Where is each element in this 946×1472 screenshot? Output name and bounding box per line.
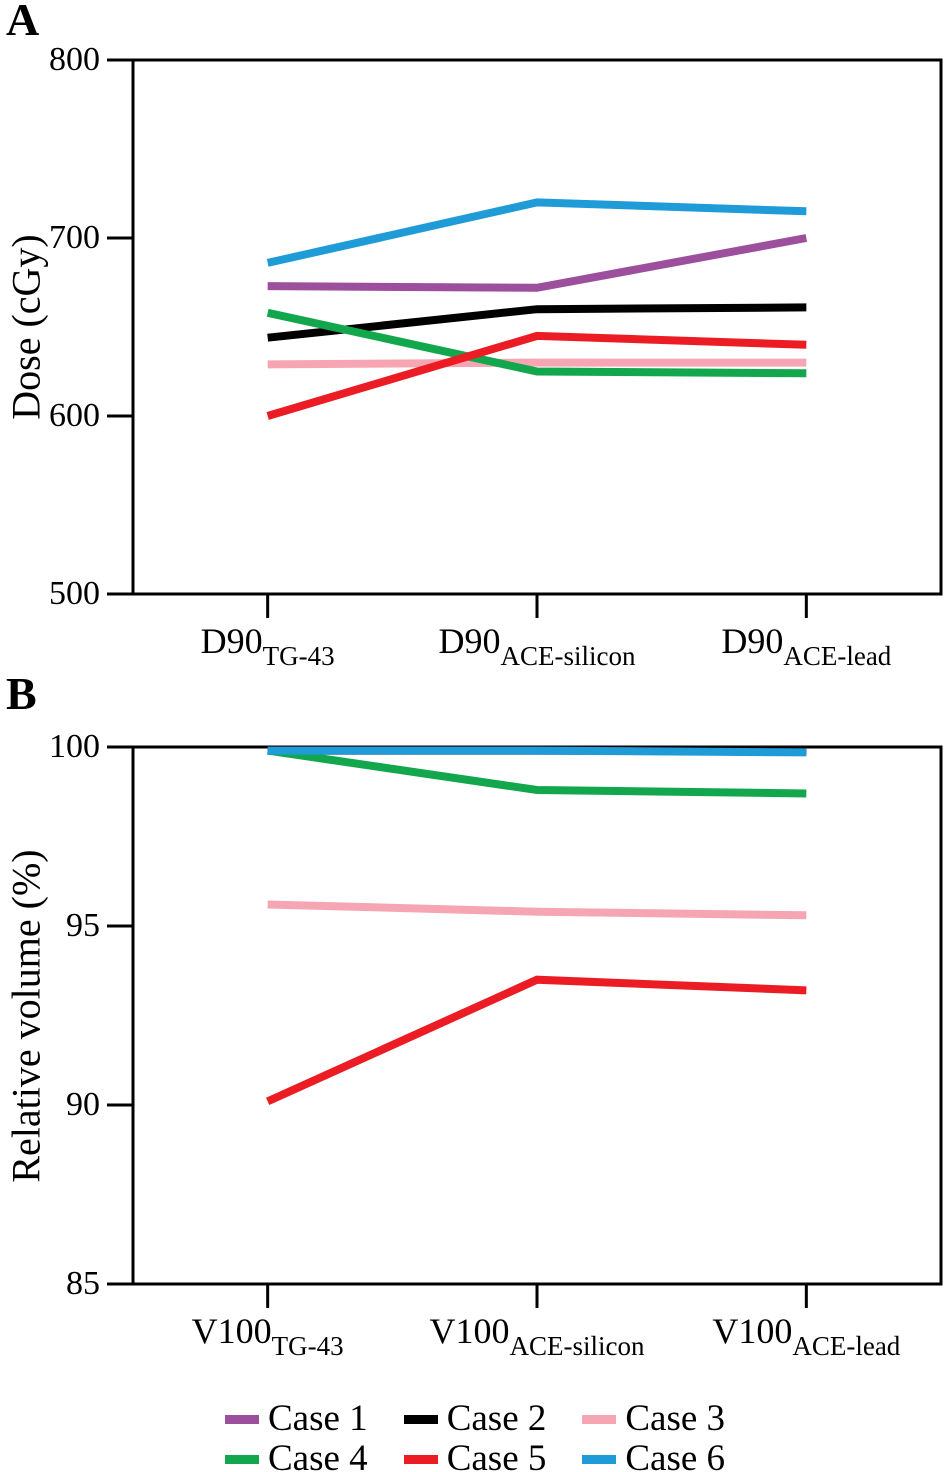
plot-box-A bbox=[131, 58, 943, 596]
series-line-A-case-1 bbox=[267, 234, 808, 292]
series-line-A-case-4 bbox=[266, 308, 807, 378]
x-category-label-A-0: D90TG-43 bbox=[201, 620, 335, 672]
legend-swatch bbox=[582, 1454, 617, 1464]
series-line-B-case-6 bbox=[267, 746, 807, 757]
y-tick-label-A-600: 600 bbox=[49, 397, 100, 434]
x-category-label-B-0: V100TG-43 bbox=[192, 1310, 344, 1362]
y-tick-label-B-100: 100 bbox=[49, 728, 100, 765]
legend-swatch bbox=[403, 1454, 438, 1464]
series-line-A-case-2 bbox=[267, 303, 807, 342]
legend-item-case-1: Case 1 bbox=[225, 1400, 368, 1438]
legend-label: Case 1 bbox=[268, 1398, 368, 1439]
legend: Case 1 Case 2 Case 3 Case 4 Case 5 Case 6 bbox=[225, 1400, 725, 1472]
x-category-subscript: ACE-silicon bbox=[509, 1331, 645, 1361]
legend-label: Case 5 bbox=[446, 1438, 547, 1472]
y-tick-label-B-90: 90 bbox=[66, 1086, 100, 1123]
y-tick-label-A-500: 500 bbox=[49, 575, 100, 612]
series-line-B-case-4 bbox=[267, 746, 807, 798]
x-category-base: V100 bbox=[429, 1311, 510, 1351]
x-category-label-A-1: D90ACE-silicon bbox=[439, 620, 636, 672]
x-category-subscript: ACE-lead bbox=[792, 1331, 901, 1361]
x-category-base: D90 bbox=[200, 621, 263, 661]
plot-box-B bbox=[131, 745, 943, 1286]
legend-swatch bbox=[225, 1414, 259, 1424]
legend-item-case-6: Case 6 bbox=[582, 1440, 725, 1472]
y-tick-label-A-800: 800 bbox=[49, 41, 100, 78]
series-line-B-case-3 bbox=[267, 900, 807, 920]
x-category-base: V100 bbox=[712, 1311, 793, 1351]
x-category-base: D90 bbox=[438, 621, 501, 661]
y-axis-title-A: Dose (cGy) bbox=[3, 234, 49, 420]
x-category-label-B-2: V100ACE-lead bbox=[712, 1310, 900, 1362]
x-category-subscript: TG-43 bbox=[262, 641, 335, 671]
legend-swatch bbox=[403, 1414, 438, 1424]
legend-swatch bbox=[225, 1454, 259, 1464]
legend-item-case-5: Case 5 bbox=[403, 1438, 547, 1472]
series-line-A-case-3 bbox=[267, 358, 807, 369]
x-category-subscript: ACE-silicon bbox=[500, 641, 636, 671]
panel-label-B: B bbox=[6, 668, 37, 719]
legend-label: Case 4 bbox=[268, 1438, 368, 1472]
legend-label: Case 3 bbox=[625, 1398, 726, 1439]
legend-item-case-2: Case 2 bbox=[403, 1398, 547, 1439]
x-category-label-A-2: D90ACE-lead bbox=[721, 620, 891, 672]
x-category-subscript: ACE-lead bbox=[783, 641, 892, 671]
legend-item-case-3: Case 3 bbox=[582, 1400, 725, 1438]
y-tick-label-B-95: 95 bbox=[66, 907, 100, 944]
series-line-B-case-5 bbox=[266, 975, 807, 1106]
legend-label: Case 2 bbox=[446, 1398, 547, 1439]
y-tick-label-A-700: 700 bbox=[49, 219, 100, 256]
series-line-A-case-5 bbox=[266, 331, 807, 420]
legend-label: Case 6 bbox=[625, 1438, 726, 1472]
x-category-subscript: TG-43 bbox=[271, 1331, 344, 1361]
legend-swatch bbox=[582, 1414, 617, 1424]
y-axis-title-B: Relative volume (%) bbox=[3, 849, 49, 1183]
x-category-label-B-1: V100ACE-silicon bbox=[430, 1310, 645, 1362]
x-category-base: D90 bbox=[721, 621, 784, 661]
panel-label-A: A bbox=[6, 0, 40, 45]
legend-item-case-4: Case 4 bbox=[225, 1440, 368, 1472]
series-line-A-case-6 bbox=[266, 198, 807, 267]
y-tick-label-B-85: 85 bbox=[66, 1265, 100, 1302]
x-category-base: V100 bbox=[191, 1311, 272, 1351]
